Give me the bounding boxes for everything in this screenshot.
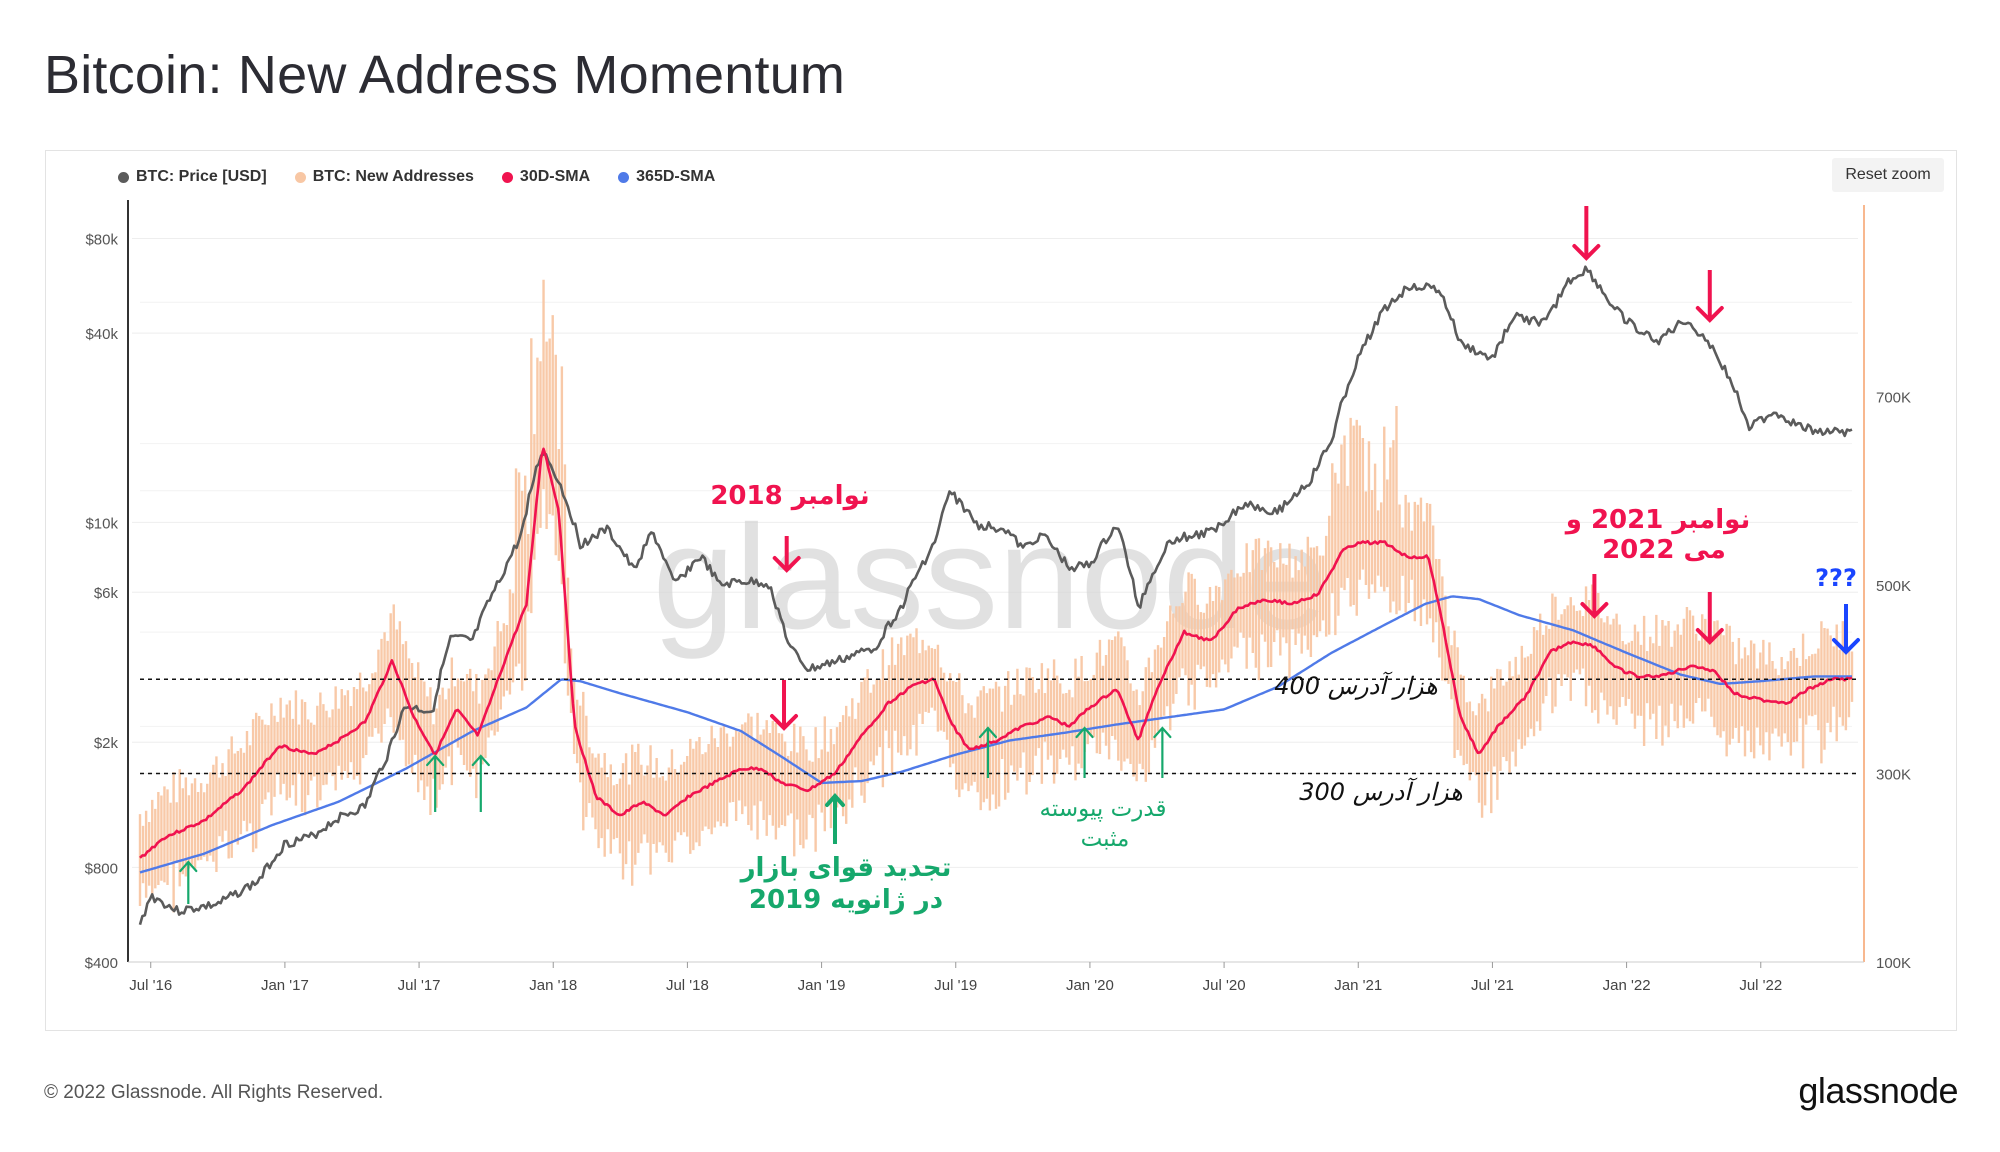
annotation-jan2019-line2: در ژانویه 2019	[749, 885, 943, 915]
legend-label-new-addresses: BTC: New Addresses	[312, 168, 474, 185]
legend: BTC: Price [USD] BTC: New Addresses 30D-…	[118, 168, 715, 186]
x-tick-label: Jan '21	[1334, 977, 1382, 994]
green-arrow-small-head	[179, 860, 198, 873]
right-tick-label: 500K	[1876, 578, 1911, 595]
page-title: Bitcoin: New Address Momentum	[44, 45, 846, 105]
annotation-arrows	[179, 206, 1860, 904]
legend-item-price[interactable]: BTC: Price [USD]	[118, 168, 267, 186]
legend-label-30d-sma: 30D-SMA	[519, 168, 591, 185]
x-tick-label: Jan '19	[798, 977, 846, 994]
left-tick-label: $6k	[94, 585, 119, 602]
annotation-question: ???	[1815, 564, 1857, 592]
axes: $400 $800 $2k $6k $10k $40k $80k 100K 300K 500K 70…	[85, 200, 1911, 994]
green-arrow-small-head	[426, 754, 445, 767]
annotation-nov2021-line1: نوامبر 2021 و	[1564, 505, 1751, 535]
30d-sma-line	[139, 447, 1853, 859]
reference-lines	[140, 678, 1860, 775]
legend-dot-price	[118, 171, 129, 183]
legend-dot-365d-sma	[618, 171, 630, 183]
red-arrow-may2022-top-head	[1695, 306, 1724, 323]
x-tick-label: Jan '17	[261, 977, 309, 994]
right-tick-label: 100K	[1876, 955, 1911, 972]
red-arrow-nov2021-top-head	[1572, 244, 1601, 261]
left-tick-label: $800	[85, 860, 118, 877]
x-tick-label: Jul '20	[1203, 977, 1246, 994]
x-tick-label: Jul '22	[1739, 977, 1782, 994]
legend-item-365d-sma[interactable]: 365D-SMA	[618, 168, 715, 186]
red-arrow-may2022-sma-head	[1695, 628, 1724, 645]
series-lines	[138, 265, 1853, 926]
ref-label-300k: 300 هزار آدرس	[1299, 777, 1462, 806]
green-arrow-small-head	[471, 754, 490, 767]
x-tick-label: Jan '20	[1066, 977, 1114, 994]
left-tick-label: $40k	[85, 326, 118, 343]
left-tick-label: $2k	[94, 735, 119, 752]
right-tick-label: 700K	[1876, 390, 1911, 407]
green-arrow-small-head	[1153, 726, 1172, 739]
annotation-nov2021-line2: می 2022	[1602, 535, 1726, 565]
red-arrow-nov2018-top-head	[772, 556, 801, 573]
x-tick-label: Jul '16	[129, 977, 172, 994]
footer-logo: glassnode	[1798, 1070, 1958, 1111]
legend-dot-30d-sma	[501, 171, 513, 183]
left-tick-label: $10k	[85, 515, 118, 532]
legend-label-price: BTC: Price [USD]	[136, 168, 267, 185]
right-tick-label: 300K	[1876, 767, 1911, 784]
left-tick-label: $400	[85, 955, 118, 972]
copyright: © 2022 Glassnode. All Rights Reserved.	[44, 1082, 384, 1103]
x-tick-label: Jul '21	[1471, 977, 1514, 994]
blue-arrow-question-head	[1832, 638, 1860, 655]
legend-dot-new-addresses	[294, 171, 306, 183]
x-tick-label: Jan '18	[529, 977, 577, 994]
legend-item-new-addresses[interactable]: BTC: New Addresses	[294, 168, 474, 186]
annotation-nov2018: نوامبر 2018	[710, 481, 869, 511]
legend-label-365d-sma: 365D-SMA	[636, 168, 716, 185]
chart-frame	[45, 150, 1957, 1031]
price-line	[138, 265, 1853, 926]
annotation-positive-line2: مثبت	[1081, 826, 1130, 852]
red-arrow-nov2021-sma-head	[1580, 602, 1609, 619]
red-arrow-nov2018-sma-head	[770, 714, 799, 731]
green-arrow-jan2019-head	[824, 792, 845, 807]
x-tick-label: Jan '22	[1603, 977, 1651, 994]
annotation-jan2019-line1: تجدید قوای بازار	[739, 853, 952, 883]
left-tick-label: $80k	[85, 231, 118, 248]
reset-zoom-button[interactable]: Reset zoom	[1832, 158, 1944, 192]
365d-sma-line	[139, 595, 1852, 874]
x-tick-label: Jul '18	[666, 977, 709, 994]
green-arrow-small-head	[1075, 726, 1094, 739]
new-addresses-bars	[138, 279, 1854, 913]
x-tick-label: Jul '17	[398, 977, 441, 994]
green-arrow-small-head	[978, 726, 998, 739]
legend-item-30d-sma[interactable]: 30D-SMA	[501, 168, 591, 186]
ref-label-400k: 400 هزار آدرس	[1274, 671, 1437, 700]
annotation-positive-line1: قدرت پیوسته	[1040, 796, 1167, 822]
x-tick-label: Jul '19	[934, 977, 977, 994]
